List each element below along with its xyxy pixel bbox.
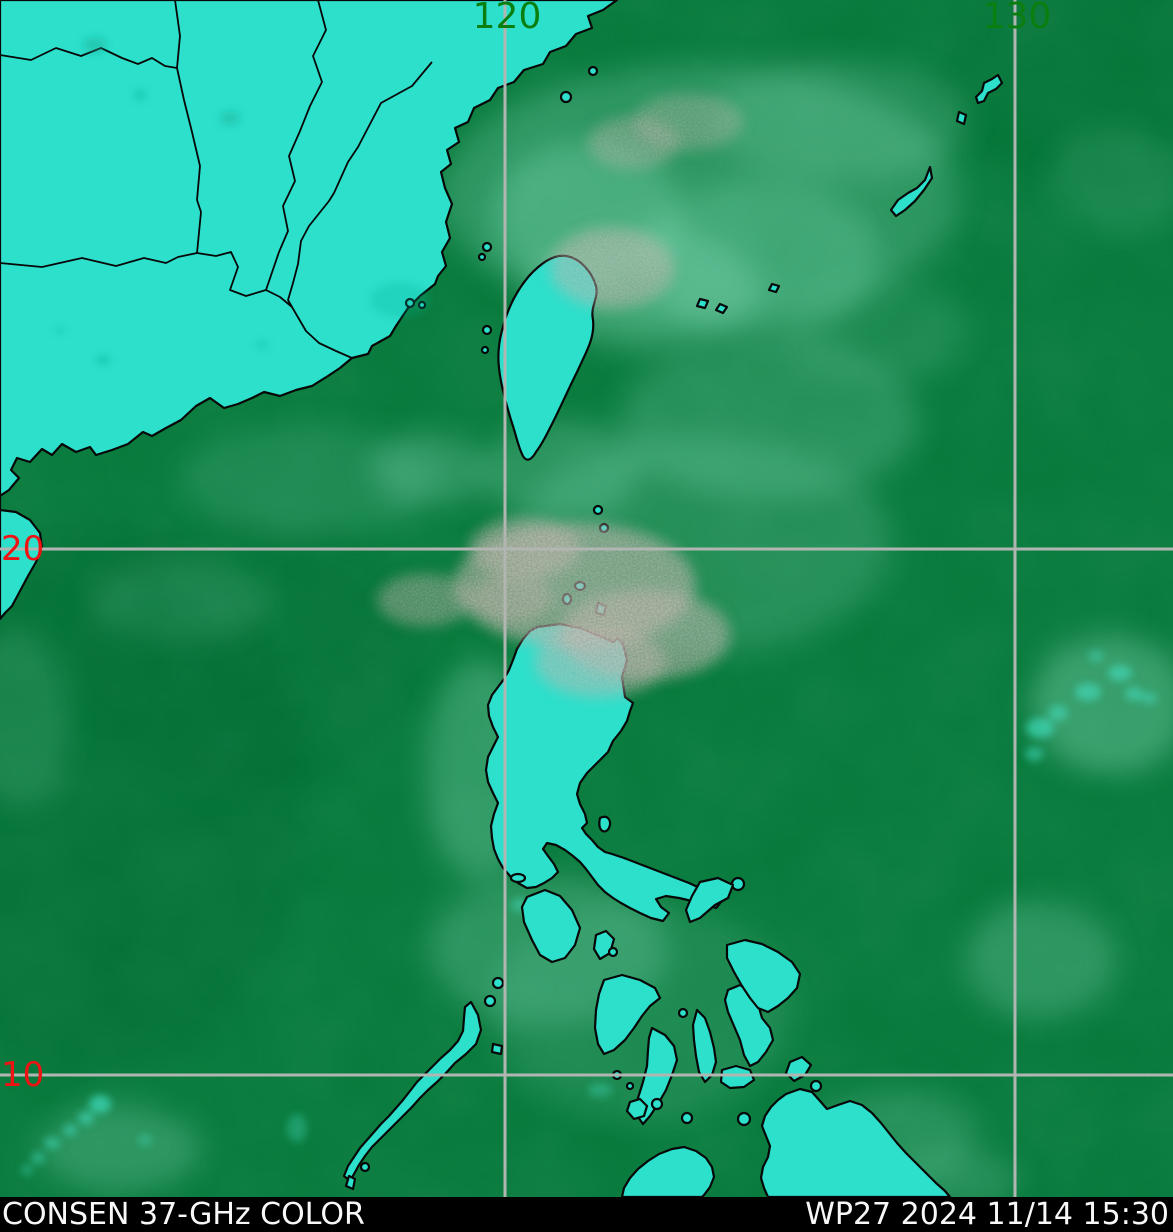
- bright-cloud-cells: [21, 650, 1157, 1175]
- mindoro-island: [520, 888, 582, 964]
- bohol-sea-islets: [625, 1097, 752, 1127]
- china-mainland: [0, 0, 619, 621]
- mindanao-island: [759, 1087, 952, 1197]
- grid-layer: 120 130 20 10: [0, 0, 1173, 1197]
- luzon-island: [484, 622, 723, 923]
- status-bar: CONSEN 37-GHz COLOR WP27 2024 11/14 15:3…: [0, 1197, 1173, 1232]
- longitude-label-120: 120: [473, 0, 542, 37]
- palawan-islets: [344, 976, 505, 1191]
- latitude-label-10: 10: [1, 1055, 44, 1095]
- province-borders: [0, 0, 433, 359]
- china-terrain-spots: [55, 37, 430, 365]
- longitude-label-130: 130: [983, 0, 1052, 37]
- ryukyu-islands: [695, 73, 1004, 315]
- cloud-layer: [0, 60, 1173, 1197]
- map-canvas: 120 130 20 10: [0, 0, 1173, 1197]
- zamboanga-peninsula: [620, 1145, 716, 1197]
- palawan-island: [342, 1000, 483, 1183]
- storm-timestamp-label: WP27 2024 11/14 15:30: [805, 1197, 1169, 1232]
- satellite-map: 120 130 20 10: [0, 0, 1173, 1197]
- product-label: CONSEN 37-GHz COLOR: [2, 1197, 365, 1232]
- luzon-offshore-islets: [509, 815, 746, 892]
- latitude-label-20: 20: [1, 529, 44, 569]
